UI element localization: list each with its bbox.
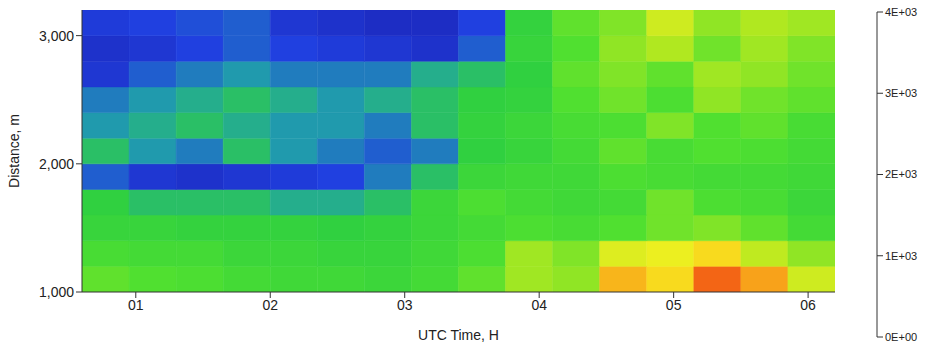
- svg-text:0E+00: 0E+00: [885, 331, 917, 343]
- svg-text:3E+03: 3E+03: [885, 87, 917, 99]
- svg-text:03: 03: [397, 297, 413, 313]
- svg-text:06: 06: [800, 297, 816, 313]
- svg-text:2E+03: 2E+03: [885, 168, 917, 180]
- svg-text:1,000: 1,000: [39, 284, 74, 300]
- svg-text:3,000: 3,000: [39, 28, 74, 44]
- svg-text:02: 02: [262, 297, 278, 313]
- svg-text:UTC Time, H: UTC Time, H: [418, 327, 499, 343]
- svg-text:2,000: 2,000: [39, 156, 74, 172]
- svg-text:4E+03: 4E+03: [885, 6, 917, 18]
- svg-text:Distance, m: Distance, m: [6, 114, 22, 188]
- svg-text:04: 04: [531, 297, 547, 313]
- svg-text:05: 05: [666, 297, 682, 313]
- svg-text:01: 01: [128, 297, 144, 313]
- svg-text:1E+03: 1E+03: [885, 250, 917, 262]
